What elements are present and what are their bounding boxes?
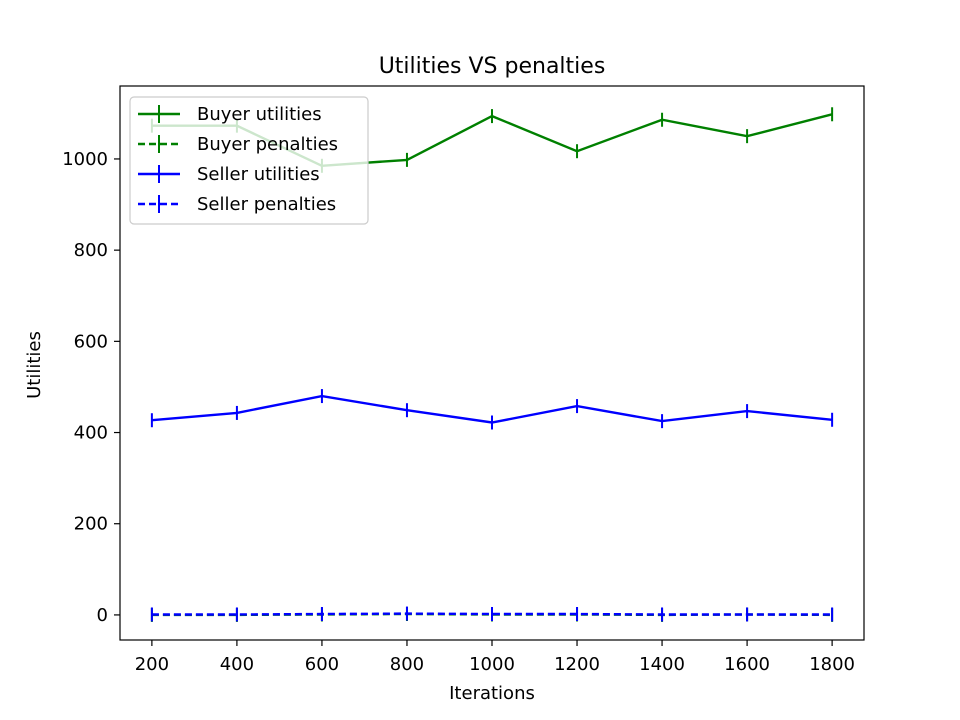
- x-tick-label: 1400: [639, 654, 685, 675]
- y-tick-label: 0: [97, 605, 108, 626]
- x-axis-label: Iterations: [449, 683, 535, 704]
- x-tick-label: 200: [135, 654, 169, 675]
- x-tick-label: 1800: [809, 654, 855, 675]
- tick-layer: 200 400 600 800 1000 1200 1400 1600 1800 0 200 400 6…: [62, 149, 855, 675]
- y-axis-label: Utilities: [24, 331, 45, 399]
- legend-box: [129, 96, 369, 225]
- legend-label-3: Seller penalties: [197, 194, 336, 215]
- x-tick-label: 1200: [554, 654, 600, 675]
- x-tick-label: 1600: [724, 654, 770, 675]
- y-tick-label: 1000: [62, 149, 108, 170]
- series-line-3: [151, 612, 833, 616]
- legend-label-1: Buyer penalties: [197, 134, 338, 155]
- y-tick-label: 200: [74, 514, 108, 535]
- x-tick-label: 400: [220, 654, 254, 675]
- y-tick-label: 600: [74, 331, 108, 352]
- legend-label-0: Buyer utilities: [197, 104, 322, 125]
- chart-title: Utilities VS penalties: [379, 54, 606, 79]
- legend-label-2: Seller utilities: [197, 164, 320, 185]
- x-tick-label: 600: [305, 654, 339, 675]
- y-tick-label: 400: [74, 423, 108, 444]
- x-tick-label: 800: [390, 654, 424, 675]
- legend: Buyer utilities Buyer penalties Seller uti…: [129, 96, 369, 225]
- y-tick-label: 800: [74, 240, 108, 261]
- x-tick-label: 1000: [469, 654, 515, 675]
